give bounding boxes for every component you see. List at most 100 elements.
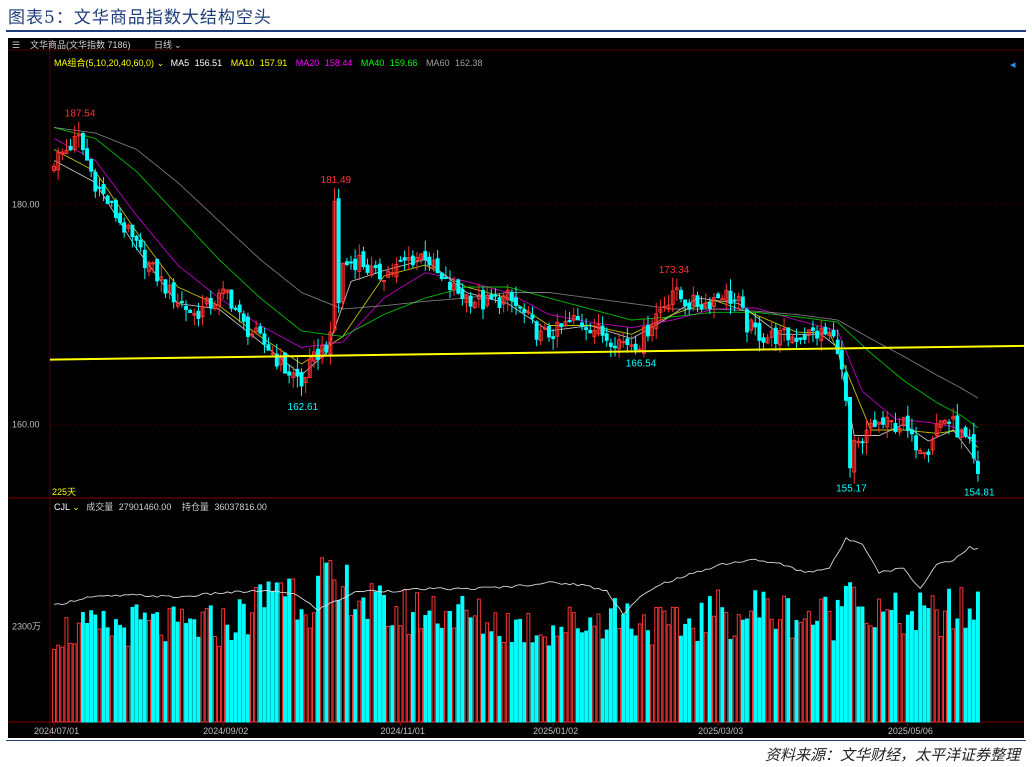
volume-bar	[262, 607, 267, 723]
volume-bar	[567, 606, 572, 723]
candle-body	[707, 302, 712, 309]
volume-bar	[633, 635, 638, 723]
candle-body	[534, 321, 539, 340]
candle-body	[159, 276, 164, 281]
candle-body	[905, 415, 910, 431]
volume-bar	[806, 610, 811, 723]
volume-bar	[357, 600, 362, 723]
candle-body	[877, 421, 881, 425]
volume-bar	[316, 575, 320, 723]
volume-bar	[171, 606, 176, 723]
candle-body	[806, 329, 811, 337]
volume-bar	[930, 595, 935, 723]
volume-bar	[934, 609, 939, 723]
ma20-value: 158.44	[325, 58, 353, 68]
candle-body	[208, 297, 213, 309]
candle-body	[85, 148, 90, 161]
volume-bar	[575, 628, 580, 723]
volume-bar	[588, 617, 593, 723]
volume-bar	[192, 619, 197, 723]
chart-svg[interactable]: ☰ 文华商品(文华指数 7186) 日线 ⌄ ◂ MA组合(5,10,20,40…	[8, 38, 1024, 738]
candle-body	[559, 323, 564, 328]
candle-body	[897, 427, 902, 433]
volume-bar	[233, 632, 238, 723]
candle-body	[955, 415, 960, 438]
volume-bar	[922, 605, 927, 723]
candle-body	[538, 330, 543, 342]
candle-body	[856, 440, 861, 444]
volume-bar	[538, 634, 543, 723]
volume-bar	[963, 627, 968, 723]
candle-body	[283, 352, 287, 374]
volume-bar	[608, 608, 613, 723]
candle-body	[938, 420, 943, 428]
volume-bar	[225, 624, 230, 723]
candle-body	[641, 326, 646, 354]
candle-body	[476, 294, 481, 300]
candle-body	[914, 435, 919, 451]
candle-body	[740, 296, 745, 308]
candle-body	[258, 326, 263, 334]
volume-bar	[427, 610, 432, 723]
candle-body	[406, 256, 411, 261]
candle-body	[134, 235, 139, 241]
candle-body	[967, 436, 972, 439]
candle-body	[460, 288, 465, 299]
volume-bar	[831, 640, 836, 723]
candle-body	[604, 333, 609, 341]
volume-bar	[353, 609, 358, 723]
candle-body	[217, 292, 221, 307]
volume-bar	[691, 627, 696, 723]
volume-bar	[291, 578, 296, 723]
candle-body	[724, 289, 729, 302]
candle-body	[452, 283, 457, 291]
cjl-dropdown-icon[interactable]: ⌄	[72, 502, 82, 512]
candle-body	[844, 372, 848, 401]
candle-body	[736, 296, 741, 302]
candle-body	[138, 239, 143, 248]
candle-body	[674, 287, 679, 291]
candle-body	[613, 345, 617, 349]
volume-bar	[683, 623, 688, 723]
chart-panel[interactable]: ☰ 文华商品(文华指数 7186) 日线 ⌄ ◂ MA组合(5,10,20,40…	[8, 38, 1024, 738]
volume-bar	[790, 637, 795, 723]
volume-bar	[584, 630, 589, 723]
candle-body	[666, 304, 671, 310]
candle-body	[819, 328, 824, 342]
volume-bar	[134, 604, 139, 723]
candle-body	[868, 422, 873, 428]
ma-dropdown-icon[interactable]: ⌄	[157, 58, 167, 68]
volume-bar	[844, 585, 848, 723]
candle-body	[324, 344, 329, 353]
volume-bar	[229, 640, 234, 723]
candle-body	[716, 293, 721, 299]
volume-bar	[159, 634, 164, 723]
volume-bar	[559, 626, 564, 723]
ma20-label: MA20	[296, 58, 320, 68]
volume-bar	[571, 612, 576, 723]
candle-body	[212, 304, 217, 309]
ma-group-label[interactable]: MA组合(5,10,20,40,60,0)	[54, 57, 154, 68]
volume-bar	[126, 645, 131, 723]
candle-body	[802, 334, 807, 340]
candle-body	[225, 289, 230, 294]
volume-bar	[835, 599, 840, 723]
volume-bar	[196, 636, 201, 723]
candle-body	[175, 302, 180, 307]
cjl-label[interactable]: CJL	[54, 502, 70, 512]
candle-body	[109, 200, 114, 203]
period-dropdown-icon[interactable]: ⌄	[174, 40, 182, 50]
candle-body	[547, 326, 551, 338]
volume-bar	[947, 588, 952, 723]
title-rule	[6, 30, 1026, 32]
candle-body	[922, 452, 927, 455]
volume-bar	[629, 628, 634, 723]
volume-bar	[208, 605, 213, 723]
candle-body	[113, 200, 118, 218]
candle-body	[89, 158, 94, 172]
menu-icon[interactable]: ☰	[12, 40, 20, 50]
volume-bar	[740, 619, 745, 723]
period-label[interactable]: 日线	[154, 39, 172, 50]
collapse-chevron-icon[interactable]: ◂	[1010, 59, 1016, 71]
candle-body	[299, 372, 304, 387]
